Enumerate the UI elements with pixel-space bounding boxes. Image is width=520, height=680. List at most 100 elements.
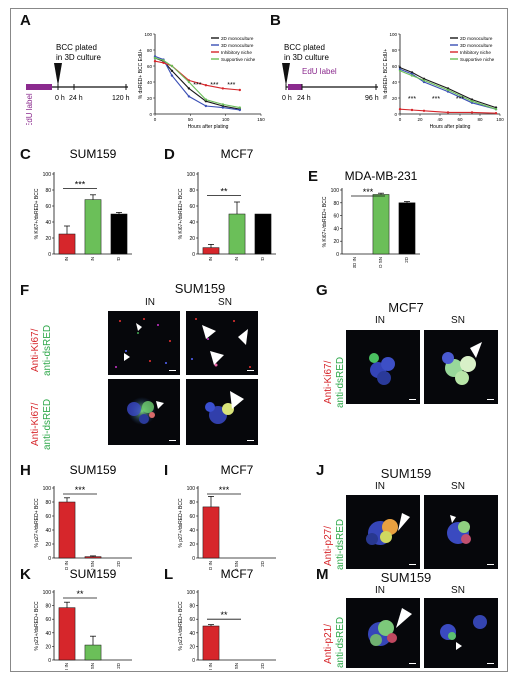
timeline-a: BCC plated in 3D culture 0 h 24 h 120 h … (25, 43, 130, 125)
data-point (422, 79, 426, 82)
data-point (446, 111, 450, 114)
y-tick-label: 100 (43, 486, 52, 492)
x-tick-label: 3D SN (234, 663, 239, 670)
y-tick-label: 40 (189, 528, 195, 534)
data-point (238, 88, 241, 92)
data-point (410, 74, 414, 77)
arrow-icon (202, 325, 216, 339)
chart-title: MDA-MB-231 (345, 169, 418, 183)
panel-f-in-label: IN (145, 297, 155, 308)
panel-f-stain-red-2: Anti-Ki67/ (30, 402, 41, 446)
x-tick-label: 2D (260, 256, 265, 261)
y-tick-label: 60 (392, 64, 398, 69)
y-tick-label: 0 (192, 252, 195, 258)
series-line (399, 70, 497, 110)
legend-label: Inhibitory niche (221, 50, 252, 55)
bar-chart-c: SUM159 0 20 40 60 80 100 % Ki67+/dsRED+ BCC 3D I… (34, 147, 132, 261)
panel-f-stain-green-2: anti-dsRED (42, 398, 53, 450)
legend-label: 2D monoculture (460, 36, 493, 41)
bar (228, 213, 246, 255)
bar (58, 607, 76, 661)
panel-label-b: B (270, 12, 281, 29)
y-tick-label: 20 (147, 96, 153, 101)
x-tick-label: 2D (116, 560, 121, 567)
x-tick-label: 3D SN (234, 257, 239, 261)
y-tick-label: 100 (43, 590, 52, 596)
bar-chart-h: SUM159 0 20 40 60 80 100% p27+/dsRED+ BCC 3D IN… (34, 463, 132, 570)
data-point (162, 61, 165, 64)
y-tick-label: 20 (189, 236, 195, 242)
significance-stars: *** (432, 96, 440, 103)
figure-frame (10, 8, 508, 672)
timeline-a-culture: in 3D culture (56, 53, 101, 62)
chart-title: SUM159 (70, 147, 117, 161)
y-tick-label: 80 (45, 500, 51, 506)
micrograph-g-sn (424, 330, 498, 404)
x-tick-label: 3D IN (64, 257, 69, 261)
y-tick-label: 100 (43, 172, 52, 178)
timeline-b-edu: EdU label (302, 67, 337, 76)
y-tick-label: 80 (189, 604, 195, 610)
panel-g-stain-green: anti-dsRED (335, 356, 346, 408)
y-tick-label: 40 (45, 631, 51, 637)
arrowhead-icon (456, 642, 462, 650)
timeline-b-tick-0: 0 h (282, 95, 292, 102)
x-tick-label: 3D SN (234, 561, 239, 570)
y-tick-label: 0 (48, 658, 51, 664)
legend-label: Inhibitory niche (460, 50, 491, 55)
y-tick-label: 40 (45, 220, 51, 226)
line-chart-a: 0 20 40 60 80 100 0 50 100 150 Hours after plating… (138, 32, 265, 130)
legend-label: Supportive niche (221, 57, 256, 62)
y-axis-label: % p27+/dsRED+ BCC (178, 498, 184, 548)
y-tick-label: 40 (189, 220, 195, 226)
panel-m-stain-red: Anti-p21/ (323, 623, 334, 664)
panel-f-sn-label: SN (218, 297, 232, 308)
panel-m-stain-green: anti-dsRED (335, 616, 346, 668)
y-tick-label: 60 (189, 617, 195, 623)
timeline-a-tick-0: 0 h (55, 95, 65, 102)
panel-j-sn-label: SN (451, 481, 465, 492)
x-tick-label: 2D (260, 560, 265, 567)
panel-j-stain-green: anti-dsRED (335, 518, 346, 570)
y-tick-label: 0 (192, 556, 195, 562)
panel-g-sn-label: SN (451, 315, 465, 326)
panel-label-d: D (164, 146, 175, 163)
arrowhead-icon (124, 353, 130, 361)
y-tick-label: 80 (189, 188, 195, 194)
bar (110, 213, 128, 255)
x-tick-label: 2D (116, 662, 121, 669)
y-tick-label: 100 (144, 32, 152, 37)
data-point (153, 56, 157, 60)
y-tick-label: 100 (389, 32, 397, 37)
significance-stars: *** (75, 485, 86, 495)
x-tick-label: 3D IN (208, 663, 213, 670)
y-tick-label: 0 (149, 112, 152, 117)
x-axis-label: Hours after plating (430, 124, 471, 130)
panel-label-m: M (316, 566, 329, 583)
significance-stars: *** (210, 82, 218, 89)
x-tick-label: 100 (222, 117, 230, 122)
x-tick-label: 60 (457, 117, 463, 122)
edu-label-bar (26, 84, 52, 90)
y-tick-label: 20 (189, 644, 195, 650)
bar (84, 199, 102, 255)
chart-title: MCF7 (221, 147, 254, 161)
chart-title: SUM159 (70, 463, 117, 477)
x-tick-label: 2D (260, 662, 265, 669)
y-tick-label: 0 (48, 556, 51, 562)
significance-stars: ** (76, 589, 84, 599)
data-point (238, 108, 241, 112)
y-axis-label: % p21+/dsRED+ BCC (178, 601, 184, 651)
y-axis-label: % dsRED+ BCC EdU+ (138, 49, 144, 100)
y-tick-label: 20 (45, 236, 51, 242)
panel-m-title: SUM159 (380, 570, 432, 585)
x-tick-label: 100 (496, 117, 504, 122)
bar (372, 194, 390, 255)
y-tick-label: 60 (45, 514, 51, 520)
data-point (170, 74, 174, 77)
y-axis-label: % Ki67+/dsRED+ BCC (178, 188, 184, 239)
bar (84, 644, 102, 661)
micrograph-f-in-low (108, 311, 180, 375)
data-point (398, 69, 402, 72)
arrowhead-icon (156, 401, 164, 409)
